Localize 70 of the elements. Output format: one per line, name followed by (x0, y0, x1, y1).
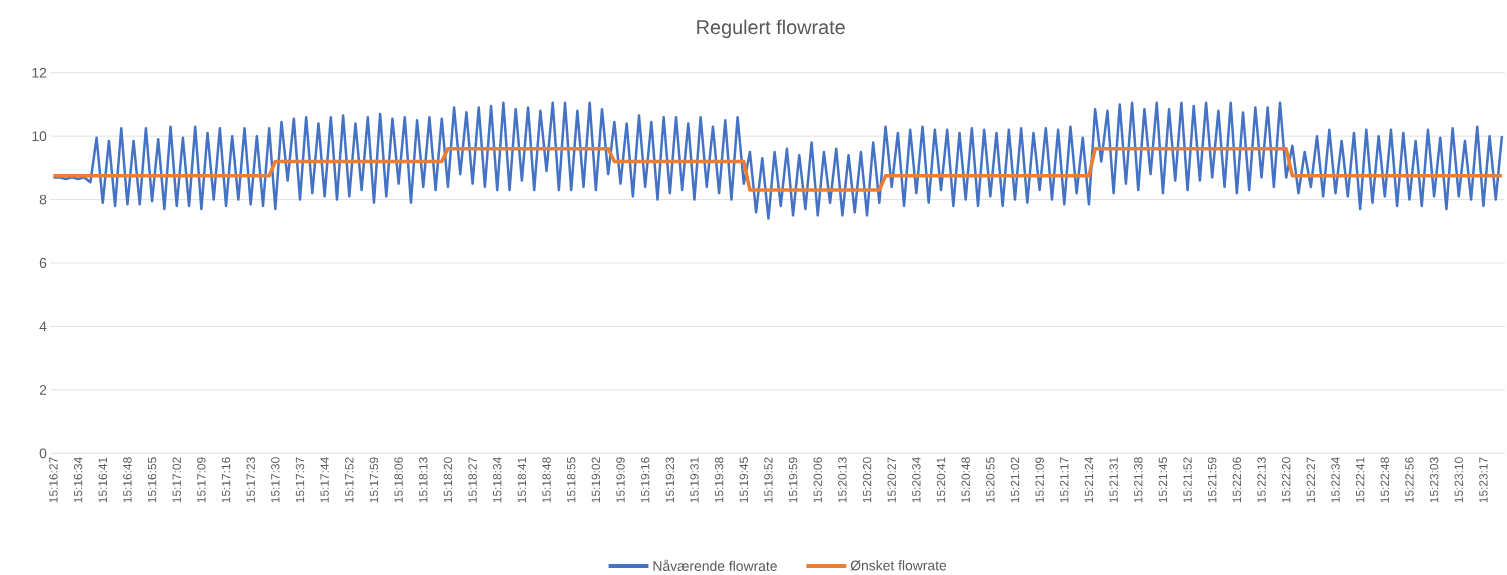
x-tick-label: 15:21:24 (1084, 457, 1094, 503)
x-tick-label: 15:18:06 (394, 457, 403, 503)
x-tick-label: 15:23:17 (1479, 457, 1488, 503)
x-tick-label: 15:17:59 (369, 457, 379, 503)
x-tick-label: 15:21:52 (1183, 457, 1192, 503)
x-tick-label: 15:18:13 (419, 457, 428, 503)
x-tick-label: 15:21:31 (1109, 457, 1118, 503)
x-tick-label: 15:21:09 (1035, 457, 1044, 503)
x-tick-label: 15:22:48 (1380, 457, 1390, 503)
x-tick-label: 15:23:03 (1429, 457, 1439, 503)
x-tick-label: 15:20:48 (961, 457, 970, 503)
x-tick-label: 15:22:34 (1331, 457, 1340, 503)
x-tick-label: 15:22:13 (1257, 457, 1266, 503)
x-tick-label: 15:17:52 (345, 457, 354, 503)
x-tick-label: 15:22:06 (1232, 457, 1242, 503)
x-tick-label: 15:22:56 (1405, 457, 1414, 503)
x-tick-label: 15:20:27 (887, 457, 896, 503)
x-tick-label: 15:19:16 (640, 457, 650, 503)
legend-label: Ønsket flowrate (850, 560, 947, 571)
x-tick-label: 15:16:48 (123, 457, 132, 503)
y-tick-label: 4 (39, 321, 47, 332)
x-tick-label: 15:17:30 (271, 457, 280, 503)
x-tick-label: 15:17:02 (172, 457, 181, 503)
x-tick-label: 15:20:55 (986, 457, 995, 503)
x-tick-label: 15:19:45 (739, 457, 748, 503)
x-tick-label: 15:19:59 (788, 457, 798, 503)
x-tick-label: 15:20:34 (912, 457, 921, 503)
x-tick-label: 15:17:09 (197, 457, 206, 503)
y-tick-label: 2 (39, 385, 47, 395)
legend-label: Nåværende flowrate (653, 559, 777, 572)
x-tick-label: 15:21:45 (1158, 457, 1168, 503)
x-tick-label: 15:22:27 (1306, 457, 1316, 503)
x-tick-label: 15:19:38 (714, 457, 724, 503)
x-tick-label: 15:19:02 (591, 457, 601, 503)
x-tick-label: 15:22:20 (1281, 457, 1291, 503)
x-tick-label: 15:23:10 (1454, 457, 1463, 503)
x-tick-label: 15:19:52 (764, 457, 773, 503)
x-tick-label: 15:19:09 (616, 457, 625, 503)
x-tick-label: 15:16:27 (49, 457, 58, 503)
x-tick-label: 15:19:23 (665, 457, 675, 503)
x-tick-label: 15:18:34 (493, 457, 502, 503)
x-tick-label: 15:20:13 (838, 457, 847, 503)
x-tick-label: 15:18:27 (468, 457, 477, 503)
line-series (52, 101, 1504, 220)
chart-title: Regulert flowrate (697, 19, 845, 39)
y-tick-label: 0 (39, 448, 47, 459)
x-tick-label: 15:18:41 (517, 457, 527, 503)
y-tick-label: 12 (32, 67, 47, 78)
x-tick-label: 15:17:16 (221, 457, 231, 503)
x-tick-label: 15:16:34 (73, 457, 83, 503)
x-tick-label: 15:22:41 (1355, 457, 1365, 503)
x-tick-label: 15:21:02 (1010, 457, 1020, 503)
x-tick-label: 15:18:48 (542, 457, 551, 503)
x-tick-label: 15:21:38 (1134, 457, 1143, 503)
x-tick-label: 15:17:37 (295, 457, 305, 503)
y-tick-label: 8 (39, 194, 47, 205)
x-tick-label: 15:16:55 (147, 457, 157, 503)
x-tick-label: 15:20:41 (936, 457, 946, 503)
x-tick-label: 15:21:17 (1060, 457, 1069, 503)
x-tick-label: 15:17:44 (320, 457, 329, 503)
x-tick-label: 15:18:20 (443, 457, 453, 503)
x-tick-label: 15:20:06 (813, 457, 822, 503)
x-tick-label: 15:21:59 (1208, 457, 1217, 503)
x-tick-label: 15:20:20 (862, 457, 872, 503)
x-tick-label: 15:19:31 (690, 457, 699, 503)
x-tick-label: 15:17:23 (246, 457, 255, 503)
y-tick-label: 10 (32, 131, 47, 142)
x-tick-label: 15:18:55 (566, 457, 576, 503)
x-tick-label: 15:16:41 (98, 457, 107, 503)
y-tick-label: 6 (39, 258, 47, 269)
